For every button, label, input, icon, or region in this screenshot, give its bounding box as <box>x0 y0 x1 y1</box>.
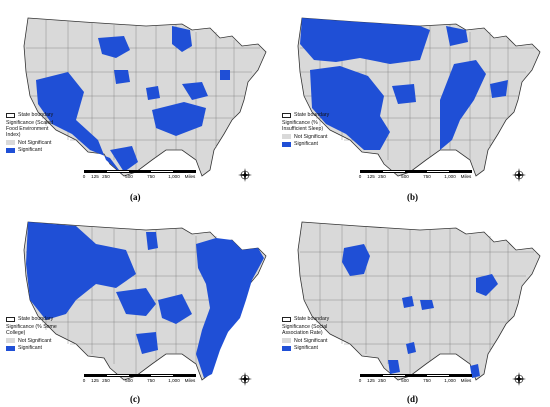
boundary-swatch <box>6 112 15 118</box>
north-arrow-icon <box>512 372 526 386</box>
not-significant-swatch <box>282 134 291 139</box>
legend-significant: Significant <box>18 147 42 153</box>
legend-boundary-label: State boundary <box>18 316 54 322</box>
scale-tick: 750 <box>147 174 155 179</box>
scale-tick: 250 <box>102 378 110 383</box>
scale-tick: 125 <box>91 378 99 383</box>
scale-tick: 0 <box>82 174 86 179</box>
us-map-c <box>23 221 267 381</box>
legend-title: Significance (% Some College) <box>6 323 57 336</box>
not-significant-swatch <box>6 140 15 145</box>
scale-tick: 250 <box>378 378 386 383</box>
legend-not-significant: Not Significant <box>18 139 52 146</box>
scale-tick: 0 <box>358 174 362 179</box>
map-panel-b <box>280 0 546 200</box>
legend-d: State boundary Significance (Social Asso… <box>282 316 340 353</box>
significant-swatch <box>282 345 291 351</box>
legend-significant: Significant <box>18 345 42 351</box>
map-panel-a <box>6 0 272 200</box>
scale-tick: 250 <box>378 174 386 179</box>
map-panel-d <box>280 204 546 404</box>
scale-tick: 750 <box>423 378 431 383</box>
scale-tick: 500 <box>125 174 133 179</box>
scale-tick: 0 <box>82 378 86 383</box>
scale-unit: Miles <box>460 378 472 383</box>
scale-tick: 1,000 <box>168 378 180 383</box>
boundary-swatch <box>282 316 291 322</box>
scale-tick: 750 <box>423 174 431 179</box>
north-arrow-icon <box>512 168 526 182</box>
legend-b: State boundary Significance (% Insuffici… <box>282 112 340 149</box>
not-significant-swatch <box>282 338 291 343</box>
us-map-d <box>297 221 541 381</box>
caption-b: (b) <box>407 192 418 202</box>
scale-bar-b: 0 125 250 500 750 1,000 Miles <box>358 170 480 182</box>
legend-title: Significance (% Insufficient Sleep) <box>282 119 324 132</box>
legend-title: Significance (Scaled Food Environment In… <box>6 119 54 138</box>
caption-c: (c) <box>130 394 140 404</box>
scale-bar-c: 0 125 250 500 750 1,000 Miles <box>82 374 204 386</box>
scale-tick: 250 <box>102 174 110 179</box>
scale-bar-a: 0 125 250 500 750 1,000 Miles <box>82 170 204 182</box>
not-significant-swatch <box>6 338 15 343</box>
scale-tick: 1,000 <box>444 378 456 383</box>
scale-tick: 750 <box>147 378 155 383</box>
significant-swatch <box>6 147 15 153</box>
legend-not-significant: Not Significant <box>294 337 328 344</box>
us-map-b <box>297 17 541 177</box>
scale-tick: 125 <box>91 174 99 179</box>
scale-tick: 1,000 <box>444 174 456 179</box>
significant-swatch <box>282 141 291 147</box>
scale-tick: 500 <box>401 378 409 383</box>
legend-not-significant: Not Significant <box>18 337 52 344</box>
map-panel-c <box>6 204 272 404</box>
boundary-swatch <box>282 112 291 118</box>
north-arrow-icon <box>238 168 252 182</box>
legend-significant: Significant <box>294 141 318 147</box>
significant-regions <box>26 222 264 378</box>
scale-tick: 500 <box>125 378 133 383</box>
scale-tick: 500 <box>401 174 409 179</box>
legend-title: Significance (Social Association Rate) <box>282 323 328 336</box>
scale-unit: Miles <box>184 174 196 179</box>
scale-unit: Miles <box>460 174 472 179</box>
scale-tick: 125 <box>367 174 375 179</box>
caption-a: (a) <box>130 192 141 202</box>
boundary-swatch <box>6 316 15 322</box>
significant-regions <box>342 244 498 378</box>
legend-boundary-label: State boundary <box>294 112 330 118</box>
legend-a: State boundary Significance (Scaled Food… <box>6 112 64 155</box>
legend-c: State boundary Significance (% Some Coll… <box>6 316 64 353</box>
significant-regions <box>300 18 508 150</box>
legend-significant: Significant <box>294 345 318 351</box>
north-arrow-icon <box>238 372 252 386</box>
legend-boundary-label: State boundary <box>18 112 54 118</box>
scale-bar-d: 0 125 250 500 750 1,000 Miles <box>358 374 480 386</box>
significant-regions <box>36 26 230 174</box>
legend-boundary-label: State boundary <box>294 316 330 322</box>
caption-d: (d) <box>407 394 418 404</box>
scale-tick: 125 <box>367 378 375 383</box>
legend-not-significant: Not Significant <box>294 133 328 140</box>
significant-swatch <box>6 345 15 351</box>
us-map-a <box>23 17 267 177</box>
scale-unit: Miles <box>184 378 196 383</box>
scale-tick: 1,000 <box>168 174 180 179</box>
scale-tick: 0 <box>358 378 362 383</box>
us-outline <box>297 221 541 381</box>
